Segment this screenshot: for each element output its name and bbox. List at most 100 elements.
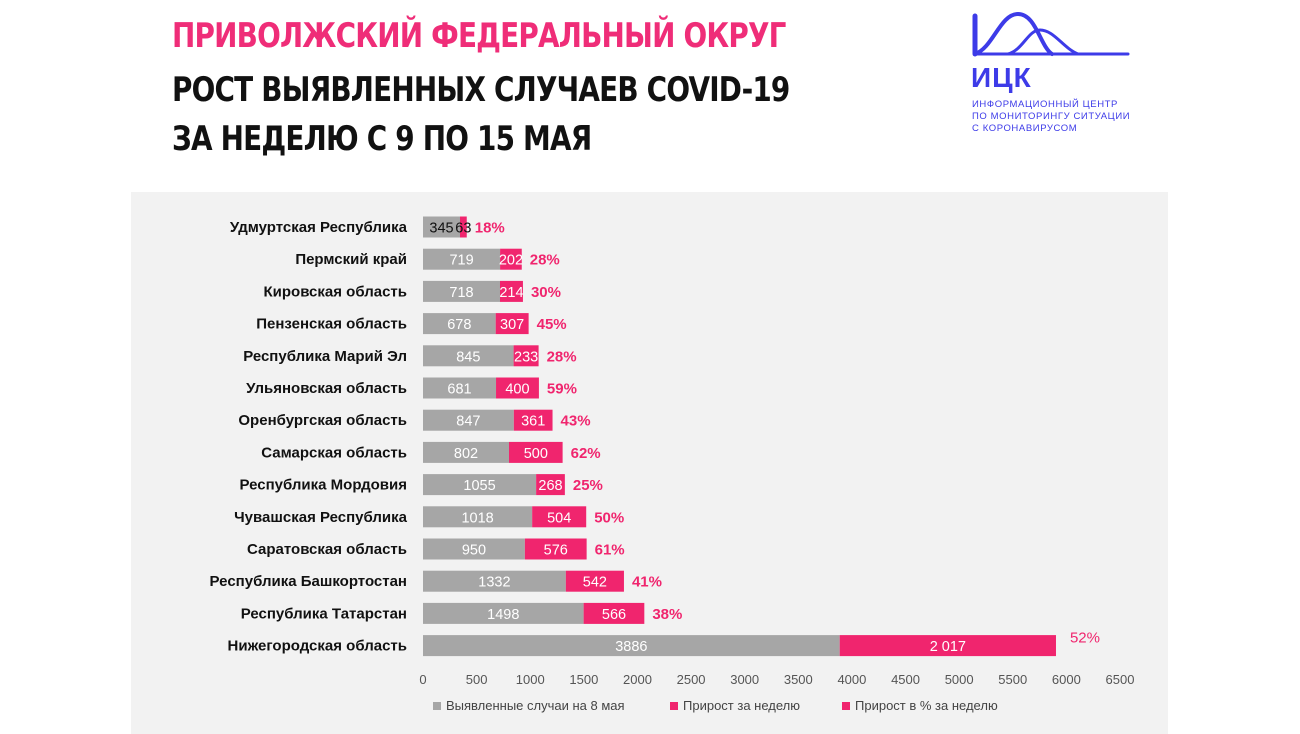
x-tick-label: 2000: [623, 672, 652, 687]
data-label-growth: 566: [602, 607, 626, 623]
bar-cases: [423, 602, 584, 624]
bar-growth: [513, 409, 553, 431]
bar-cases: [423, 441, 509, 463]
bar-cases: [423, 248, 501, 270]
legend-item-growth: Прирост за неделю: [670, 698, 800, 713]
legend-swatch-growth-pct: [842, 701, 850, 710]
data-label-growth-pct: 28%: [547, 348, 577, 365]
category-label: Оренбургская область: [238, 412, 407, 429]
x-tick-label: 6000: [1052, 672, 1081, 687]
logo-subtitle-line-2: по мониторингу ситуации: [972, 111, 1131, 122]
data-label-growth-pct: 38%: [652, 606, 682, 623]
bar-cases: [423, 409, 514, 431]
chart-title-main: РОСТ ВЫЯВЛЕННЫХ СЛУЧАЕВ COVID-19: [172, 70, 790, 110]
data-label-cases: 1055: [463, 478, 495, 494]
category-label: Пензенская область: [256, 316, 407, 333]
data-label-growth: 542: [583, 575, 607, 591]
bar-cases: [423, 538, 525, 560]
legend-label-growth: Прирост за неделю: [683, 698, 801, 713]
data-label-growth: 361: [521, 414, 545, 430]
bar-cases: [423, 345, 514, 367]
category-label: Саратовская область: [247, 541, 407, 558]
x-tick-label: 500: [466, 672, 488, 687]
data-label-growth-pct: 25%: [573, 477, 603, 494]
x-tick-label: 3000: [730, 672, 759, 687]
data-label-growth-pct: 28%: [530, 252, 560, 269]
x-tick-label: 1500: [569, 672, 598, 687]
bar-growth: [495, 313, 529, 335]
category-label: Пермский край: [295, 251, 407, 268]
data-label-cases: 1498: [487, 607, 519, 623]
bar-growth: [532, 506, 587, 528]
bar-cases: [423, 216, 460, 238]
data-label-growth-pct: 18%: [475, 220, 505, 237]
category-label: Нижегородская область: [228, 638, 407, 655]
data-label-growth-pct: 43%: [561, 413, 591, 430]
data-label-growth: 2 017: [930, 639, 966, 655]
data-label-growth: 233: [514, 349, 538, 365]
bar-cases: [423, 377, 497, 399]
bar-growth: [499, 280, 523, 302]
bar-growth: [565, 570, 624, 592]
bar-cases: [423, 313, 496, 335]
data-label-growth: 500: [524, 446, 548, 462]
logo-subtitle-line-1: Информационный центр: [972, 99, 1118, 110]
data-label-growth-pct: 50%: [594, 509, 624, 526]
bar-cases: [423, 474, 537, 496]
data-label-growth: 307: [500, 317, 524, 333]
data-label-growth-pct: 62%: [571, 445, 601, 462]
x-tick-label: 2500: [677, 672, 706, 687]
data-label-cases: 718: [449, 285, 473, 301]
x-tick-label: 6500: [1106, 672, 1135, 687]
legend-item-growth-pct: Прирост в % за неделю: [842, 698, 998, 713]
logo-subtitle-line-3: с коронавирусом: [972, 123, 1078, 134]
category-label: Удмуртская Республика: [230, 219, 408, 236]
category-label: Республика Марий Эл: [243, 348, 407, 365]
data-label-growth: 268: [538, 478, 562, 494]
data-label-cases: 678: [447, 317, 471, 333]
x-tick-label: 4000: [837, 672, 866, 687]
data-label-cases: 1018: [461, 510, 493, 526]
legend-label-growth-pct: Прирост в % за неделю: [855, 698, 998, 713]
data-label-growth-pct: 30%: [531, 284, 561, 301]
data-label-cases: 950: [462, 543, 486, 559]
legend-swatch-cases: [433, 701, 441, 710]
category-label: Республика Мордовия: [239, 477, 407, 494]
data-label-growth-pct: 41%: [632, 574, 662, 591]
chart-title-period: ЗА НЕДЕЛЮ С 9 ПО 15 МАЯ: [172, 119, 592, 159]
data-label-cases: 802: [454, 446, 478, 462]
data-label-growth: 202: [499, 253, 523, 269]
bar-growth: [513, 345, 539, 367]
category-label: Республика Башкортостан: [210, 573, 407, 590]
bar-cases: [423, 570, 566, 592]
data-label-cases: 1332: [478, 575, 510, 591]
bar-cases: [423, 635, 840, 657]
bar-growth: [496, 377, 539, 399]
category-label: Самарская область: [261, 444, 407, 461]
x-tick-label: 0: [419, 672, 426, 687]
data-label-cases: 845: [456, 349, 480, 365]
data-label-cases: 719: [449, 253, 473, 269]
chart-title-district: ПРИВОЛЖСКИЙ ФЕДЕРАЛЬНЫЙ ОКРУГ: [172, 16, 786, 56]
category-label: Чувашская Республика: [234, 509, 408, 526]
x-tick-label: 1000: [516, 672, 545, 687]
data-label-growth: 214: [499, 285, 523, 301]
data-label-cases: 681: [447, 382, 471, 398]
bar-cases: [423, 506, 533, 528]
logo-wave-icon: [972, 11, 1130, 57]
data-label-cases: 345: [429, 221, 453, 237]
data-label-growth: 504: [547, 510, 571, 526]
bar-growth: [536, 474, 565, 496]
data-label-cases: 3886: [615, 639, 647, 655]
data-label-growth-pct: 52%: [1070, 630, 1100, 647]
logo-name: ИЦК: [971, 62, 1032, 93]
x-tick-label: 5000: [945, 672, 974, 687]
data-label-cases: 847: [456, 414, 480, 430]
bar-growth: [508, 441, 563, 463]
bar-cases: [423, 280, 500, 302]
legend-label-cases: Выявленные случаи на 8 мая: [446, 698, 625, 713]
data-label-growth-pct: 45%: [537, 316, 567, 333]
bar-growth: [459, 216, 467, 238]
legend-swatch-growth: [670, 701, 678, 710]
